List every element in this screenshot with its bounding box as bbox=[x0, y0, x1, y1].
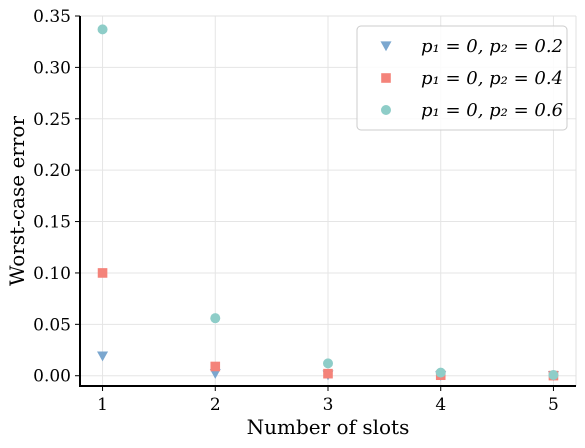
data-point bbox=[209, 368, 221, 379]
y-tick-label: 0.20 bbox=[33, 161, 71, 181]
y-tick-label: 0.00 bbox=[33, 367, 71, 387]
y-tick-label: 0.35 bbox=[33, 7, 71, 27]
data-point bbox=[435, 367, 446, 378]
data-point bbox=[210, 313, 221, 324]
data-point bbox=[210, 361, 221, 372]
x-axis-label: Number of slots bbox=[247, 415, 410, 439]
y-tick-label: 0.10 bbox=[33, 264, 71, 284]
x-tick-label: 4 bbox=[435, 395, 446, 415]
data-point bbox=[323, 358, 333, 369]
data-points bbox=[97, 24, 559, 381]
y-axis-label: Worst-case error bbox=[5, 116, 29, 286]
x-ticks: 1 2 3 4 5 bbox=[97, 386, 559, 415]
x-tick-label: 5 bbox=[548, 395, 559, 415]
data-point bbox=[323, 368, 333, 379]
y-tick-label: 0.05 bbox=[33, 315, 71, 335]
data-point bbox=[97, 351, 109, 362]
y-ticks: 0.00 0.05 0.10 0.15 0.20 0.25 0.30 0.35 bbox=[33, 7, 80, 387]
legend-marker bbox=[381, 73, 391, 83]
data-point bbox=[548, 370, 559, 381]
y-tick-label: 0.30 bbox=[33, 58, 71, 78]
legend-label: p₁ = 0, p₂ = 0.6 bbox=[421, 100, 563, 121]
x-tick-label: 2 bbox=[210, 395, 221, 415]
legend-box bbox=[356, 25, 568, 131]
y-tick-label: 0.25 bbox=[33, 110, 71, 130]
legend-marker bbox=[380, 41, 392, 52]
y-tick-label: 0.15 bbox=[33, 213, 71, 233]
x-tick-label: 3 bbox=[323, 395, 334, 415]
legend-label: p₁ = 0, p₂ = 0.2 bbox=[421, 36, 563, 57]
legend-label: p₁ = 0, p₂ = 0.4 bbox=[421, 68, 563, 89]
data-point bbox=[97, 268, 108, 278]
data-point bbox=[97, 24, 108, 35]
legend: p₁ = 0, p₂ = 0.2 p₁ = 0, p₂ = 0.4 p₁ = 0, … bbox=[356, 25, 568, 131]
x-tick-label: 1 bbox=[97, 395, 108, 415]
legend-marker bbox=[381, 105, 391, 115]
